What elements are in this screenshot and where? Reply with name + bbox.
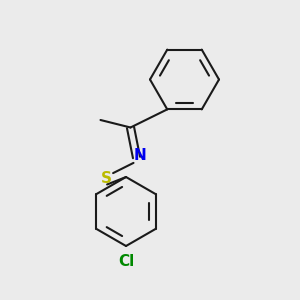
- Text: S: S: [100, 171, 111, 186]
- Text: N: N: [134, 148, 147, 164]
- Text: Cl: Cl: [118, 254, 134, 268]
